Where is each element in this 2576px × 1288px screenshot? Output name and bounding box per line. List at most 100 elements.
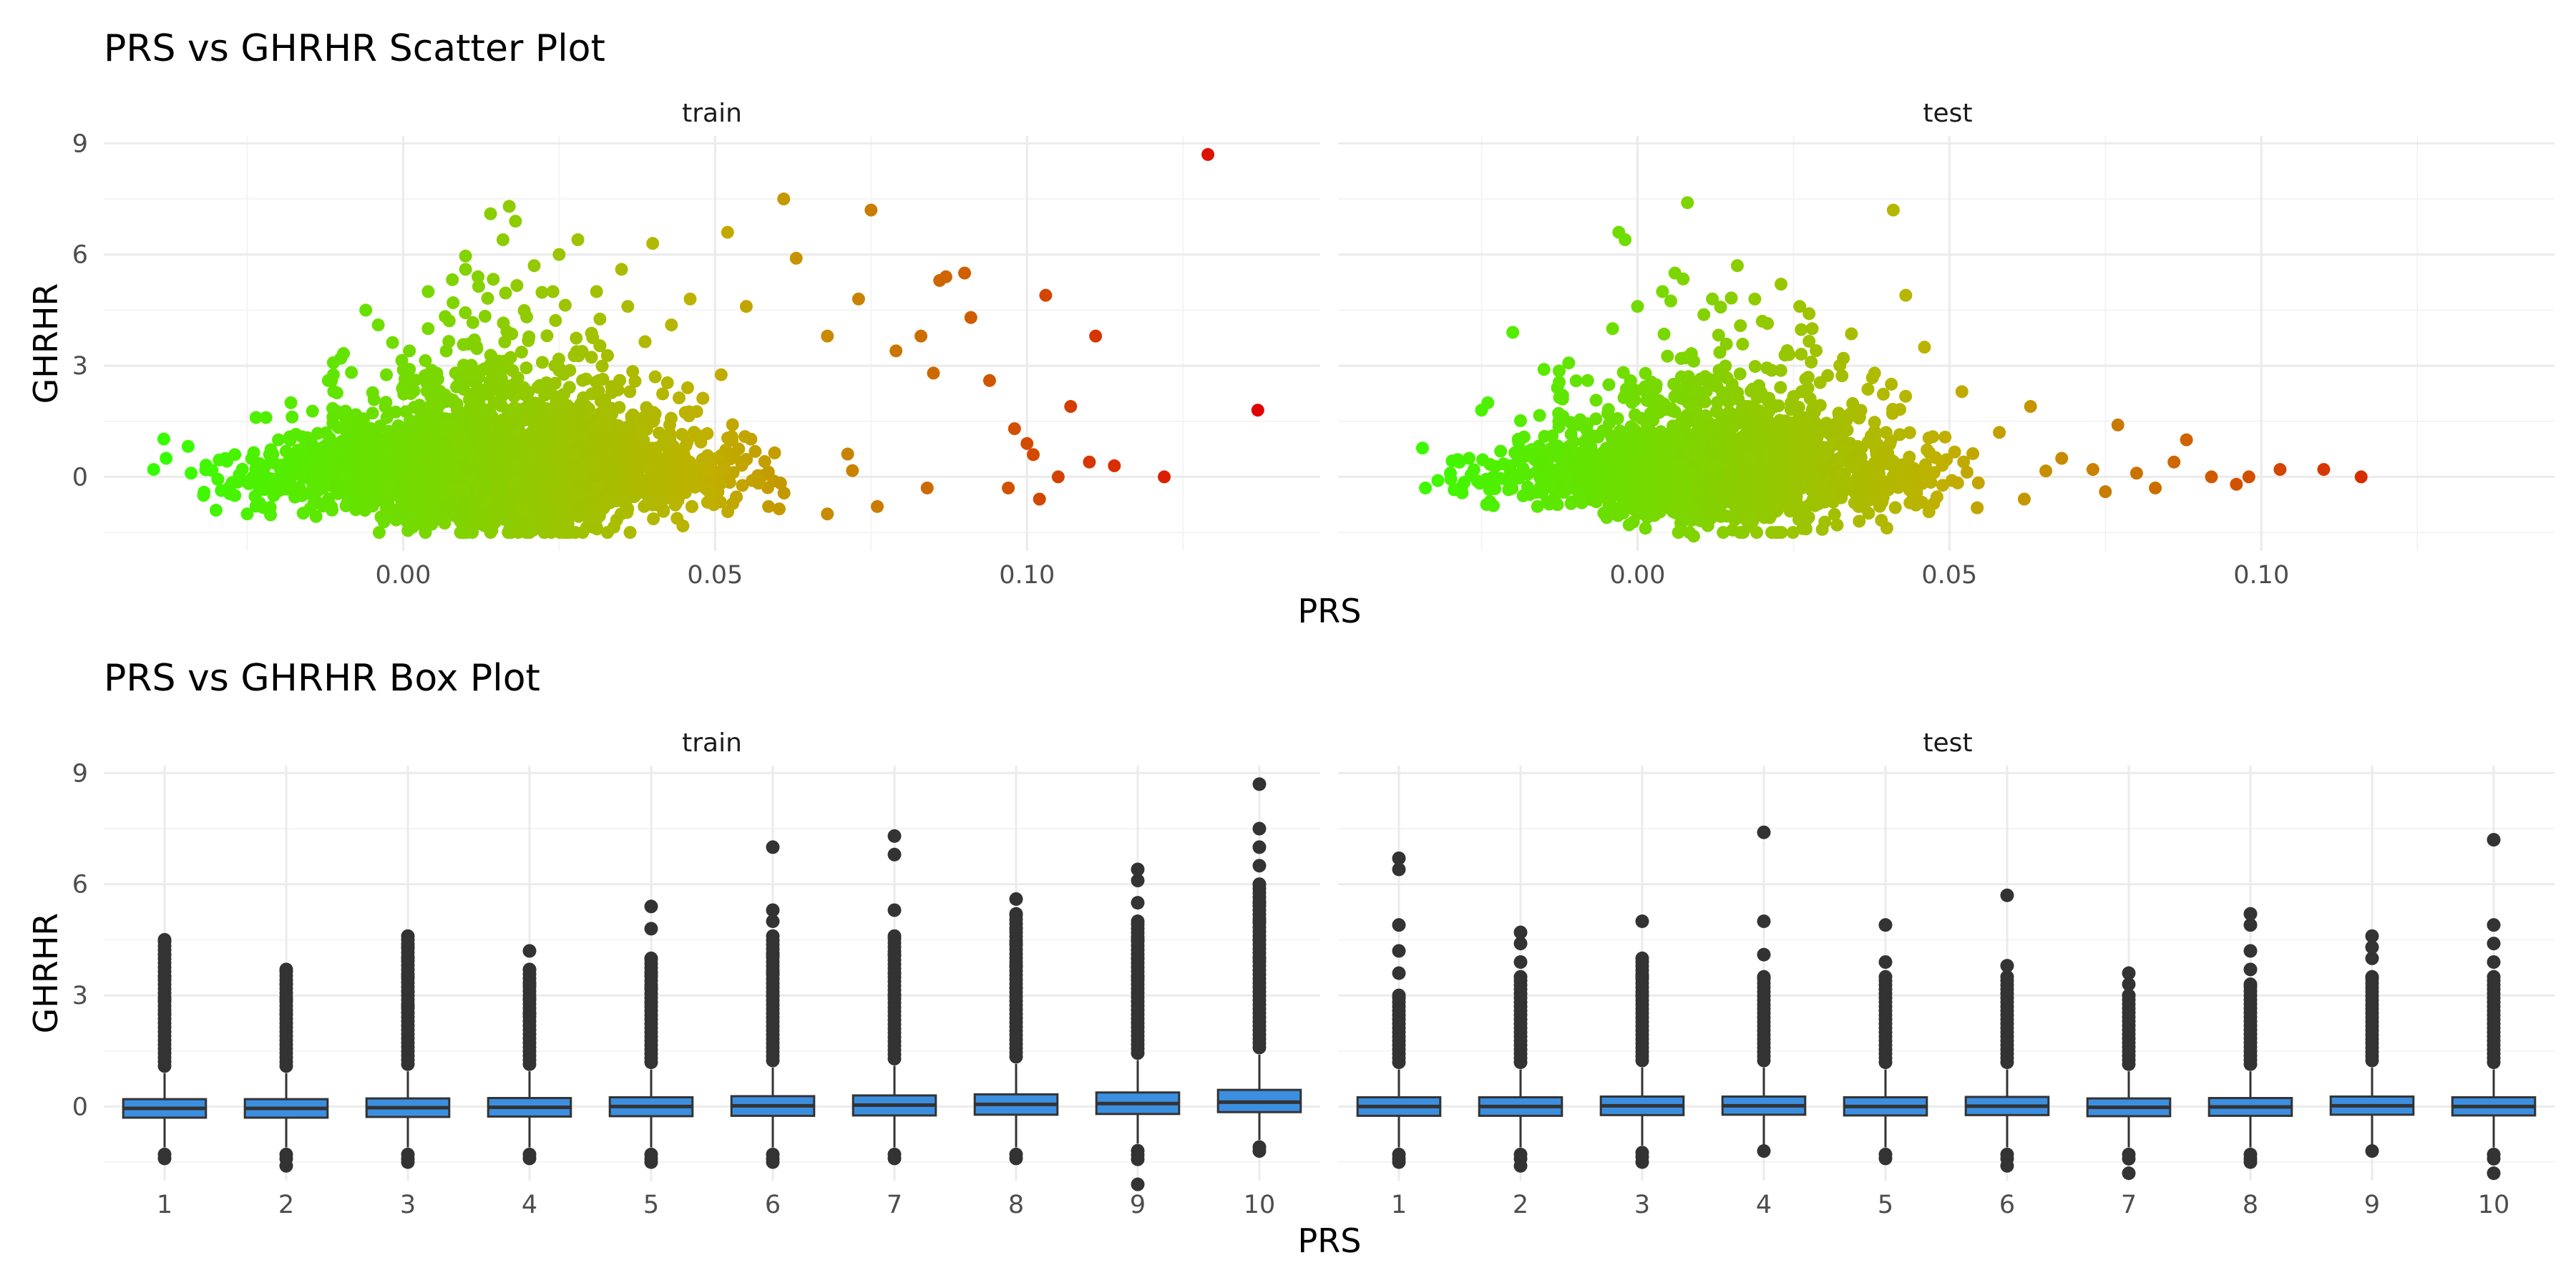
scatter-point bbox=[1885, 377, 1898, 391]
scatter-point bbox=[372, 526, 386, 540]
scatter-point bbox=[701, 426, 714, 440]
scatter-point bbox=[454, 526, 468, 540]
scatter-point bbox=[546, 285, 560, 298]
scatter-point bbox=[459, 263, 472, 276]
scatter-point bbox=[497, 512, 511, 526]
scatter-point bbox=[345, 366, 358, 379]
scatter-point bbox=[459, 249, 472, 263]
box-y-axis-title: GHRHR bbox=[26, 913, 65, 1034]
scatter-point bbox=[1008, 422, 1021, 436]
scatter-point bbox=[342, 432, 356, 446]
scatter-point bbox=[1742, 512, 1756, 526]
scatter-point bbox=[1893, 403, 1907, 416]
scatter-point bbox=[789, 251, 803, 265]
scatter-point bbox=[567, 447, 581, 461]
x-tick-label: 0.05 bbox=[687, 561, 743, 590]
scatter-point bbox=[520, 310, 534, 323]
scatter-point bbox=[1780, 343, 1794, 357]
scatter-point bbox=[1639, 522, 1652, 535]
scatter-point bbox=[487, 363, 500, 376]
scatter-panel-test: 0.00 0.05 0.10 bbox=[1338, 136, 2555, 590]
scatter-point bbox=[594, 394, 608, 408]
scatter-point bbox=[762, 499, 776, 513]
scatter-point bbox=[726, 466, 740, 479]
scatter-point bbox=[676, 519, 690, 532]
scatter-point bbox=[379, 368, 393, 381]
scatter-point bbox=[522, 330, 536, 343]
scatter-point bbox=[646, 237, 660, 250]
scatter-point bbox=[725, 430, 738, 444]
scatter-point bbox=[1591, 430, 1605, 444]
scatter-point bbox=[1531, 499, 1544, 513]
scatter-test-strip: test bbox=[1923, 99, 1972, 128]
scatter-point bbox=[628, 374, 642, 388]
scatter-point bbox=[1918, 466, 1931, 479]
x-tick-label: 0.00 bbox=[375, 561, 431, 590]
scatter-point bbox=[499, 286, 512, 300]
scatter-point bbox=[1579, 433, 1593, 447]
scatter-point bbox=[1517, 430, 1531, 444]
scatter-point bbox=[527, 259, 541, 273]
scatter-point bbox=[1774, 381, 1787, 394]
scatter-point bbox=[652, 499, 665, 512]
scatter-point bbox=[514, 346, 528, 359]
scatter-point bbox=[420, 376, 434, 390]
scatter-point bbox=[1601, 406, 1615, 420]
scatter-point bbox=[1064, 400, 1078, 414]
scatter-point bbox=[446, 273, 459, 286]
scatter-point bbox=[418, 456, 431, 469]
scatter-point bbox=[648, 370, 662, 384]
scatter-point bbox=[477, 417, 491, 431]
scatter-point bbox=[467, 448, 480, 462]
scatter-point bbox=[599, 496, 613, 509]
scatter-point bbox=[625, 476, 639, 489]
scatter-x-axis-title: PRS bbox=[1298, 592, 1362, 630]
scatter-point bbox=[647, 512, 660, 526]
scatter-point bbox=[1948, 445, 1961, 459]
scatter-point bbox=[660, 376, 674, 389]
scatter-point bbox=[871, 499, 884, 513]
scatter-point bbox=[550, 390, 564, 404]
scatter-point bbox=[889, 344, 903, 358]
scatter-point bbox=[735, 459, 748, 472]
scatter-point bbox=[736, 479, 749, 492]
y-tick-label: 6 bbox=[72, 241, 88, 270]
scatter-point bbox=[484, 207, 497, 220]
scatter-point bbox=[1506, 482, 1519, 495]
scatter-point bbox=[507, 475, 521, 489]
scatter-point bbox=[329, 481, 343, 494]
scatter-point bbox=[535, 356, 549, 369]
scatter-point bbox=[650, 442, 663, 456]
scatter-point bbox=[1853, 514, 1866, 528]
scatter-point bbox=[1532, 439, 1546, 453]
scatter-point bbox=[1762, 404, 1776, 418]
scatter-point bbox=[748, 444, 762, 458]
scatter-point bbox=[562, 381, 576, 394]
scatter-point bbox=[1821, 369, 1835, 382]
scatter-point bbox=[509, 215, 522, 228]
scatter-point bbox=[497, 316, 510, 330]
scatter-point bbox=[1513, 414, 1527, 427]
scatter-point bbox=[1801, 371, 1815, 384]
scatter-point bbox=[704, 474, 718, 487]
scatter-point bbox=[535, 286, 549, 299]
scatter-point bbox=[1552, 406, 1566, 420]
x-tick-label: 0.10 bbox=[2233, 561, 2289, 590]
scatter-point bbox=[586, 520, 600, 534]
scatter-point bbox=[1938, 430, 1952, 444]
scatter-point bbox=[580, 372, 593, 386]
scatter-point bbox=[364, 467, 378, 480]
scatter-point bbox=[643, 481, 656, 494]
scatter-point bbox=[777, 487, 791, 500]
scatter-point bbox=[272, 433, 286, 447]
scatter-point bbox=[721, 446, 735, 459]
scatter-point bbox=[334, 351, 348, 365]
scatter-point bbox=[160, 452, 173, 465]
scatter-point bbox=[306, 481, 320, 494]
scatter-point bbox=[680, 381, 694, 394]
scatter-point bbox=[1644, 433, 1658, 447]
scatter-point bbox=[638, 445, 651, 459]
scatter-point bbox=[379, 400, 392, 414]
scatter-point bbox=[481, 291, 494, 305]
scatter-point bbox=[519, 361, 533, 375]
